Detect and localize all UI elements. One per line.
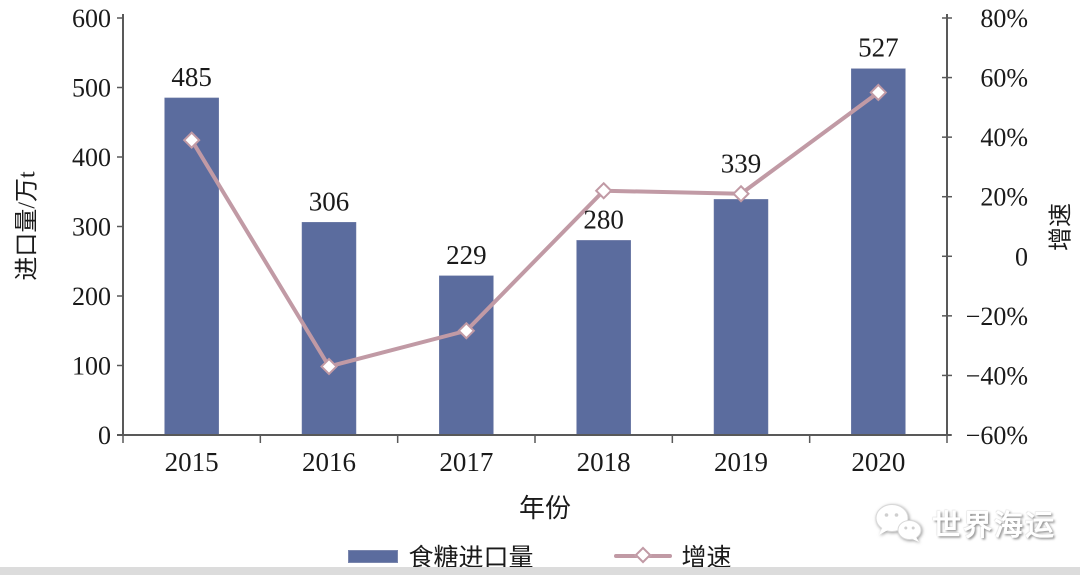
bar-swatch-icon (348, 549, 399, 563)
footer-strip (0, 567, 1080, 575)
right-axis-title: 增速 (1048, 203, 1075, 251)
left-axis-tick-label: 0 (98, 421, 111, 450)
growth-marker-2016 (320, 357, 338, 376)
bar-value-label-2015: 485 (171, 62, 212, 92)
growth-marker-2020 (869, 83, 888, 102)
x-axis-label-2017: 2017 (439, 447, 493, 477)
left-axis-tick-label: 600 (72, 4, 111, 33)
x-axis-label-2016: 2016 (302, 447, 356, 477)
bar-2018 (576, 240, 631, 436)
bar-2015 (164, 97, 219, 436)
x-axis-label-2019: 2019 (714, 447, 768, 477)
bar-2017 (439, 275, 494, 436)
growth-marker-2018 (594, 181, 613, 200)
left-axis-tick-label: 500 (72, 74, 111, 103)
right-axis-tick-label: 40% (980, 123, 1028, 152)
left-axis-tick-label: 400 (72, 143, 111, 172)
growth-marker-2015 (182, 131, 201, 150)
bar-2019 (713, 199, 769, 436)
watermark: 世界海运 (872, 501, 1056, 545)
right-axis-tick-label: −60% (966, 421, 1028, 450)
watermark-text: 世界海运 (931, 510, 1056, 542)
growth-marker-2019 (732, 184, 750, 203)
right-axis-tick-label: 20% (980, 183, 1028, 212)
x-axis-label-2018: 2018 (577, 447, 631, 477)
bar-value-label-2020: 527 (858, 33, 899, 63)
growth-marker-2017 (457, 321, 476, 340)
bar-2020 (851, 68, 906, 436)
line-swatch-icon (613, 546, 672, 564)
bar-value-label-2019: 339 (721, 148, 762, 178)
bar-value-label-2017: 229 (446, 240, 487, 270)
growth-line (189, 90, 881, 369)
right-axis-tick-label: 60% (980, 64, 1028, 93)
x-axis-title: 年份 (518, 494, 571, 523)
diamond-marker-icon (634, 546, 651, 564)
right-axis-tick-label: 0 (1015, 242, 1028, 271)
bar-value-label-2016: 306 (309, 186, 350, 216)
left-axis-title: 进口量/万t (14, 171, 41, 281)
right-axis-tick-label: −40% (966, 361, 1028, 390)
right-axis-tick-label: 80% (980, 4, 1028, 33)
x-axis-label-2020: 2020 (851, 447, 905, 477)
left-axis-tick-label: 100 (72, 352, 111, 381)
right-axis-tick-label: −20% (966, 302, 1028, 331)
left-axis-tick-label: 300 (72, 213, 111, 242)
wechat-icon (875, 504, 922, 542)
bar-2016 (301, 222, 357, 436)
left-axis-tick-label: 200 (72, 282, 111, 311)
bar-value-label-2018: 280 (583, 204, 624, 234)
x-axis-label-2015: 2015 (165, 447, 219, 477)
